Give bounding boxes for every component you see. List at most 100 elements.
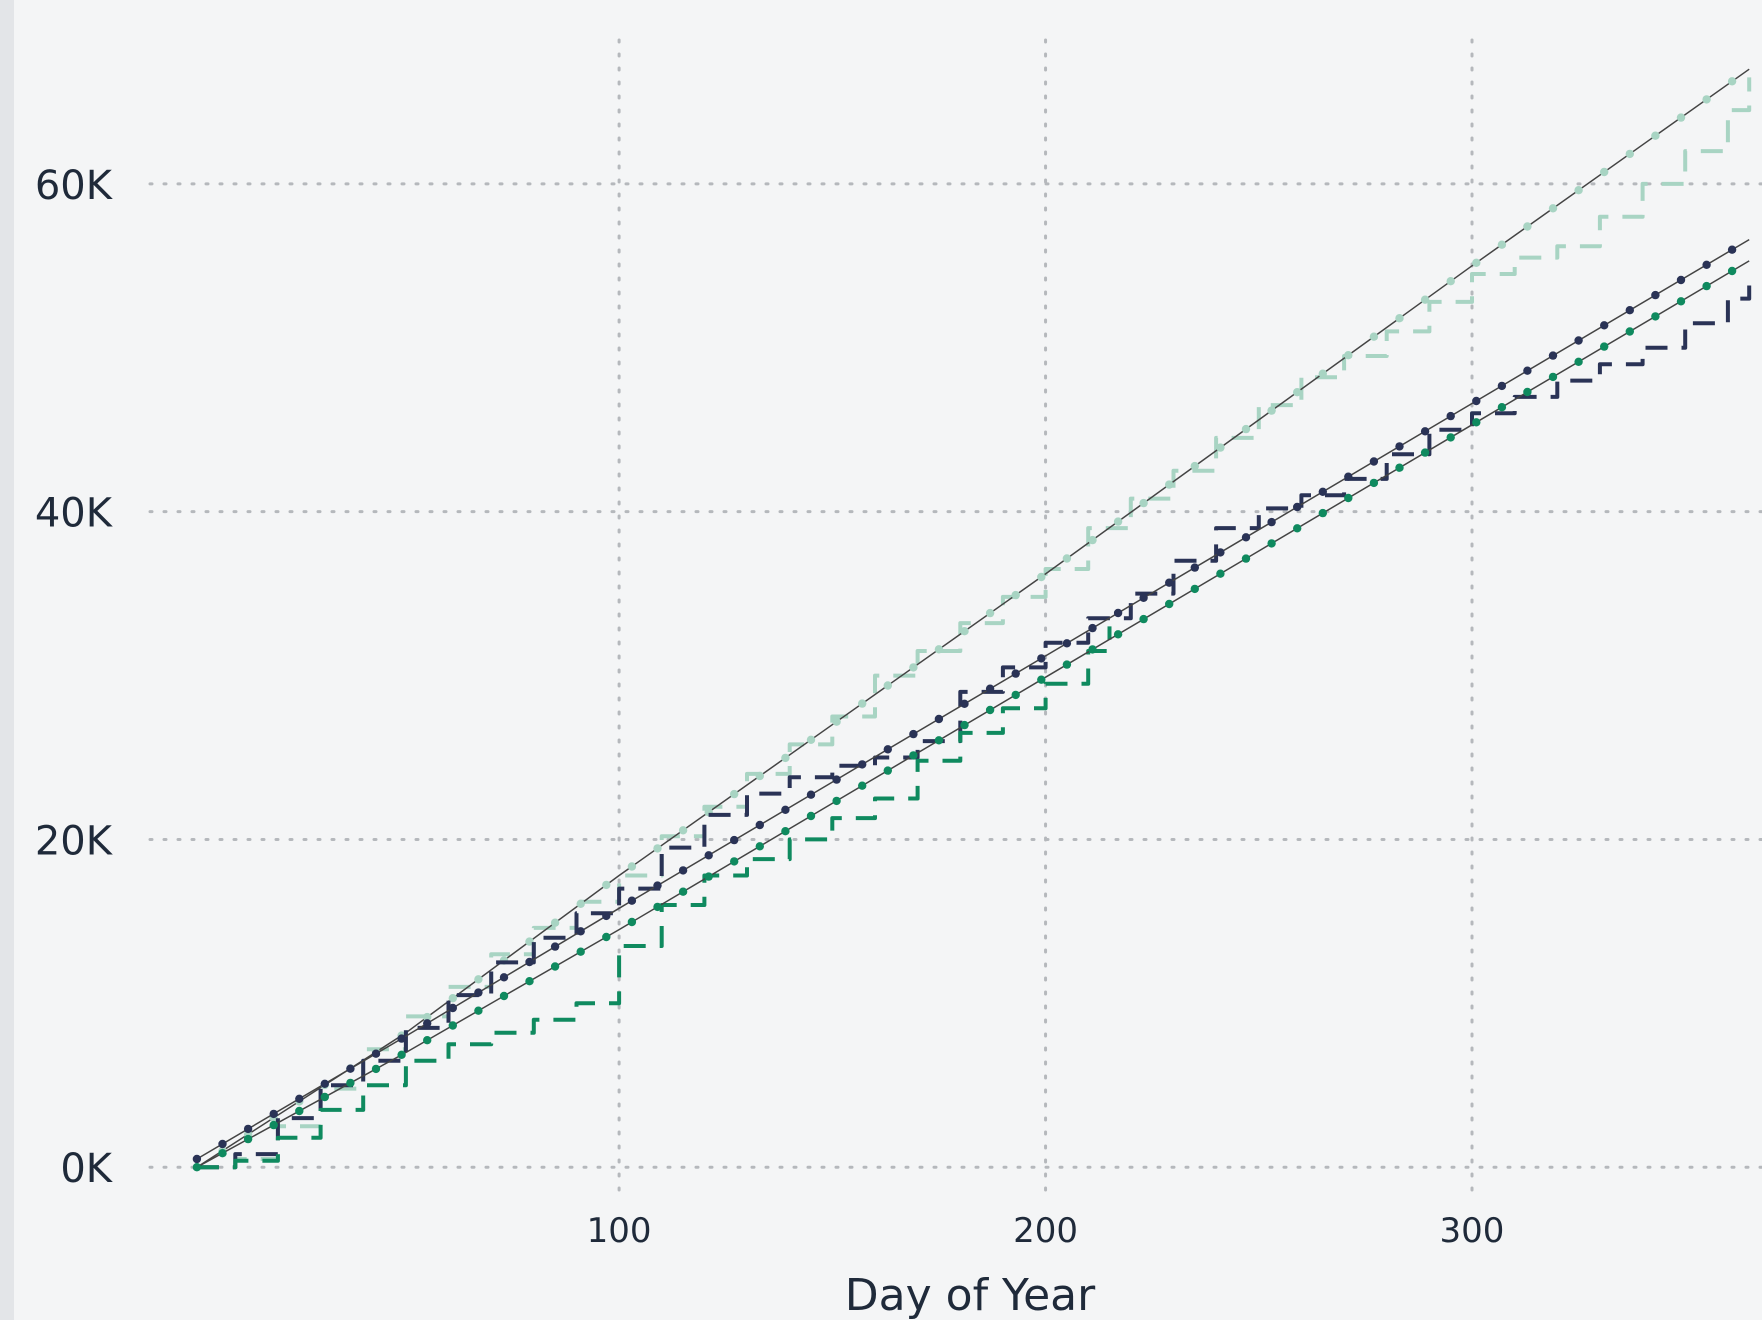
trend-point xyxy=(1702,260,1711,269)
trend-point xyxy=(960,627,969,636)
trend-point xyxy=(985,705,995,715)
trend-point xyxy=(1600,342,1609,351)
trend-point xyxy=(781,827,790,836)
trend-point xyxy=(704,851,713,860)
trend-point xyxy=(1625,327,1635,336)
y-tick-label: 40K xyxy=(35,491,114,537)
trend-point xyxy=(653,881,662,890)
trend-point xyxy=(909,729,918,739)
trend-point xyxy=(1395,442,1404,451)
trend-point xyxy=(371,1064,381,1074)
trend-point xyxy=(806,735,816,744)
trend-point xyxy=(1241,533,1251,542)
trend-point xyxy=(218,1149,227,1158)
trend-point xyxy=(1113,608,1123,618)
trend-point xyxy=(704,872,713,881)
trend-point xyxy=(1574,357,1583,366)
actual-series-line xyxy=(196,282,1752,1170)
trend-point xyxy=(1369,332,1379,341)
trend-point xyxy=(730,857,739,866)
trend-point xyxy=(832,775,841,784)
trend-point xyxy=(1600,167,1609,177)
trend-point xyxy=(1293,502,1302,512)
trend-point xyxy=(1241,554,1251,563)
trend-point xyxy=(1395,314,1404,323)
trend-point xyxy=(192,1154,202,1164)
trend-point xyxy=(550,918,560,927)
trend-point xyxy=(960,720,969,730)
trend-point xyxy=(1190,563,1200,572)
trend-point xyxy=(781,753,790,763)
grid-lines xyxy=(148,38,1762,1202)
trend-point xyxy=(1062,660,1072,669)
trend-point xyxy=(474,975,483,984)
trend-point xyxy=(1344,351,1353,360)
trend-point xyxy=(1267,517,1276,527)
trend-point xyxy=(934,736,944,745)
trend-point xyxy=(192,1163,202,1172)
trend-point xyxy=(1011,690,1020,700)
trend-point xyxy=(371,1049,381,1058)
trend-point xyxy=(1190,461,1200,471)
trend-point xyxy=(1241,424,1251,434)
trend-point xyxy=(1548,204,1558,213)
trend-point xyxy=(883,745,892,754)
trend-point xyxy=(576,927,585,936)
trend-point xyxy=(499,973,509,982)
trend-point xyxy=(525,937,534,946)
trend-point xyxy=(1676,297,1686,306)
trend-point xyxy=(909,751,918,760)
x-tick-label: 200 xyxy=(1013,1211,1078,1251)
trend-point xyxy=(1472,418,1481,427)
trend-point xyxy=(678,826,688,835)
trend-point xyxy=(1216,569,1225,578)
trend-point xyxy=(1216,443,1225,452)
trend-point xyxy=(1548,351,1558,360)
trend-point xyxy=(1113,630,1123,639)
trend-point xyxy=(499,991,509,1001)
trend-point xyxy=(525,977,534,986)
trend-point xyxy=(678,887,688,896)
trend-point xyxy=(985,684,995,693)
trend-point xyxy=(1523,387,1532,397)
trend-point xyxy=(1369,457,1379,466)
trend-point xyxy=(397,1050,406,1060)
trend-point xyxy=(755,820,764,830)
trend-point xyxy=(1727,77,1737,86)
trend-point xyxy=(550,942,560,951)
trend-point xyxy=(602,932,611,942)
trend-point xyxy=(832,717,841,726)
trend-point xyxy=(1369,478,1379,488)
trend-point xyxy=(320,1079,329,1089)
trend-point xyxy=(1267,406,1276,415)
trend-point xyxy=(1139,614,1148,624)
y-tick-label: 60K xyxy=(35,163,114,209)
trend-line xyxy=(196,68,1750,1168)
trend-point xyxy=(1165,578,1174,587)
trend-point xyxy=(397,1034,406,1043)
trend-point xyxy=(346,1078,355,1088)
trend-point xyxy=(346,1064,355,1073)
trend-point xyxy=(1293,524,1302,533)
trend-point xyxy=(576,899,585,908)
trend-point xyxy=(1497,381,1507,391)
trend-point xyxy=(218,1139,227,1149)
trend-point xyxy=(1651,290,1660,300)
y-tick-label: 20K xyxy=(35,818,114,864)
trend-point xyxy=(1651,131,1660,140)
trend-point xyxy=(1037,675,1046,684)
x-tick-label: 100 xyxy=(587,1211,652,1251)
trend-point xyxy=(1165,599,1174,609)
trend-point xyxy=(1676,275,1686,285)
trend-point xyxy=(1318,487,1328,496)
trend-point xyxy=(960,699,969,708)
trend-point xyxy=(1523,222,1532,231)
trend-point xyxy=(1651,312,1660,321)
trend-point xyxy=(653,844,662,853)
trend-point xyxy=(525,957,534,967)
trend-point xyxy=(1548,372,1558,382)
trend-point xyxy=(1062,639,1072,648)
trend-point xyxy=(1574,186,1583,195)
trend-point xyxy=(730,835,739,845)
trend-point xyxy=(1420,448,1430,457)
